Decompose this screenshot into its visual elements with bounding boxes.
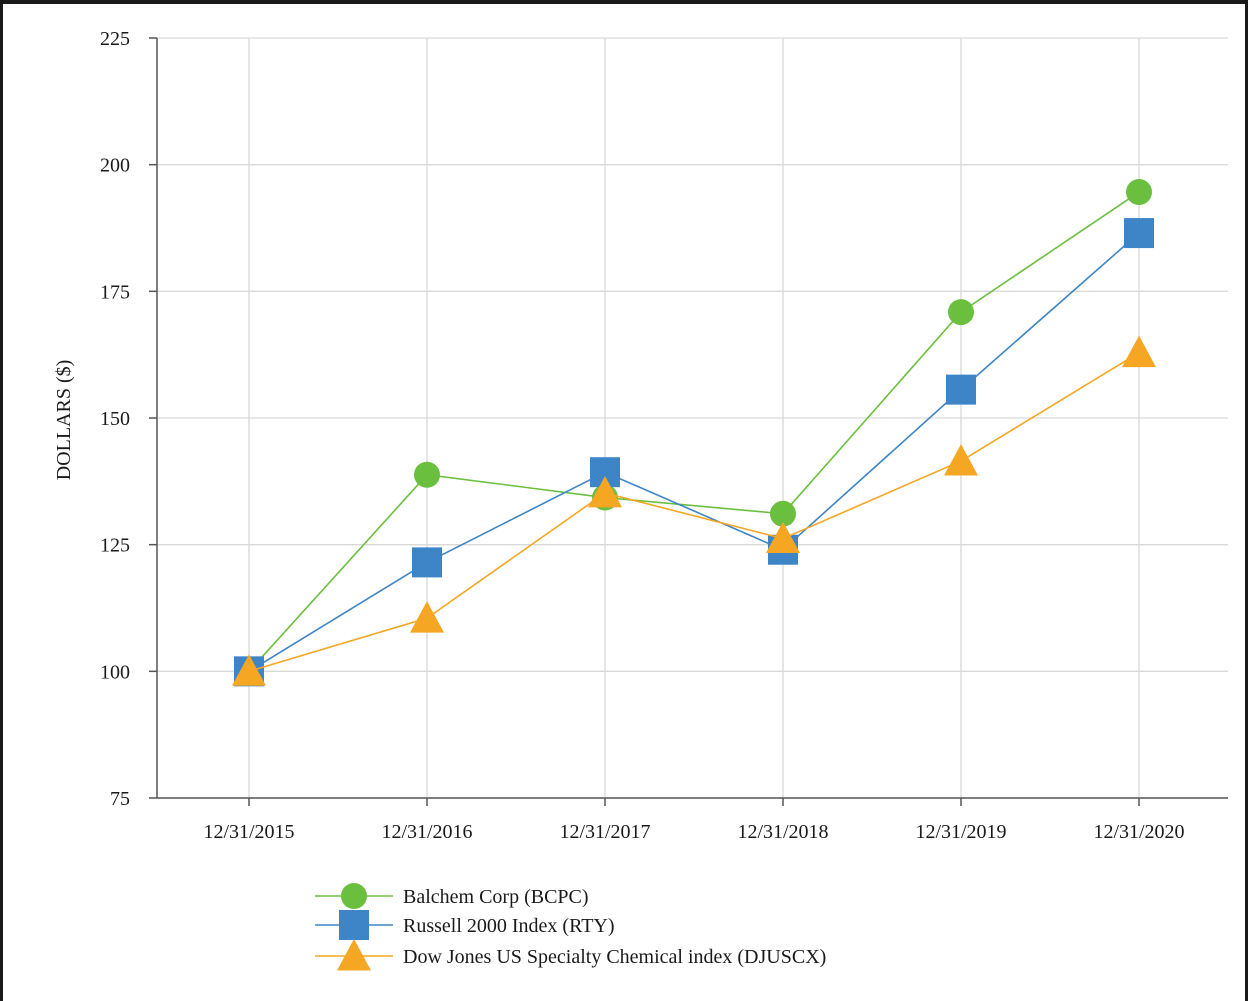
y-tick-label: 75 [110,788,130,810]
legend-label: Russell 2000 Index (RTY) [403,915,615,937]
legend: Balchem Corp (BCPC) Russell 2000 Index (R… [315,883,826,971]
y-tick-label: 100 [100,661,130,683]
legend-marker [341,883,367,909]
y-tick-label: 225 [100,28,130,50]
x-tick-label: 12/31/2015 [203,821,294,843]
y-tick-label: 150 [100,408,130,430]
series-group [232,179,1156,687]
data-point [232,654,266,686]
data-point [414,461,440,488]
y-tick-label: 175 [100,281,130,303]
y-tick-label: 200 [100,155,130,177]
gridlines [157,37,1228,798]
series-line [248,232,1140,673]
data-point [1126,179,1152,206]
series-line [248,191,1140,672]
data-point [944,444,978,476]
y-tick-labels: 75 100 125 150 175 200 225 [100,28,130,810]
legend-label: Dow Jones US Specialty Chemical index (D… [403,946,826,968]
series-square [234,218,1154,687]
data-point [948,299,974,326]
axes [149,37,1228,806]
data-point [1122,335,1156,368]
data-point [410,601,444,633]
x-tick-label: 12/31/2018 [737,821,828,843]
data-point [588,475,622,508]
legend-marker [339,910,369,940]
data-point [770,500,796,527]
data-point [946,374,976,405]
x-tick-label: 12/31/2017 [559,821,650,843]
series-triangle [232,335,1156,686]
x-tick-label: 12/31/2020 [1093,821,1184,843]
series-line [248,351,1140,673]
legend-marker [337,939,371,971]
x-tick-label: 12/31/2019 [915,821,1006,843]
series-circle [236,179,1152,685]
y-tick-label: 125 [100,535,130,557]
x-tick-label: 12/31/2016 [381,821,472,843]
x-tick-labels: 12/31/2015 12/31/2016 12/31/2017 12/31/2018… [203,821,1184,843]
data-point [412,547,442,578]
data-point [766,521,800,554]
y-axis-label: DOLLARS ($) [53,360,75,481]
legend-label: Balchem Corp (BCPC) [403,886,589,908]
data-point [1124,218,1154,249]
